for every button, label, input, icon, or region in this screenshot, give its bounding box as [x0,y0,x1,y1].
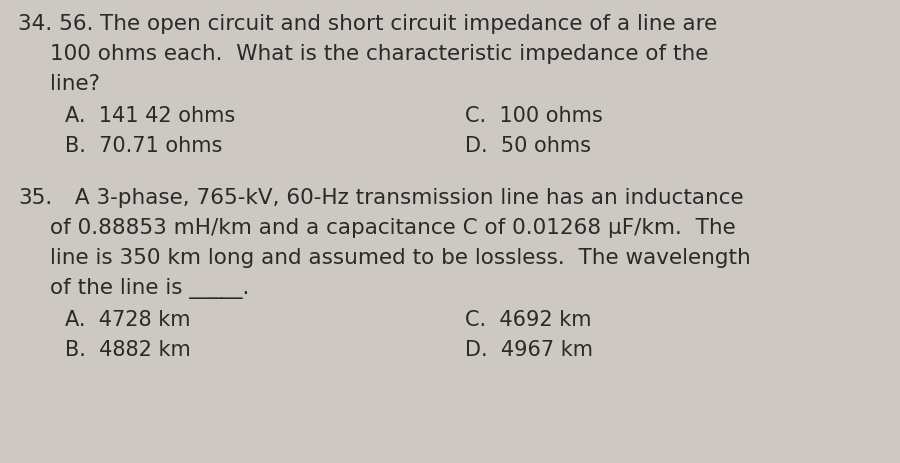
Text: A.  4728 km: A. 4728 km [65,309,191,329]
Text: line?: line? [50,74,100,94]
Text: 100 ohms each.  What is the characteristic impedance of the: 100 ohms each. What is the characteristi… [50,44,708,64]
Text: of the line is _____.: of the line is _____. [50,277,249,298]
Text: A 3-phase, 765-kV, 60-Hz transmission line has an inductance: A 3-phase, 765-kV, 60-Hz transmission li… [68,188,743,207]
Text: C.  100 ohms: C. 100 ohms [465,106,603,126]
Text: 35.: 35. [18,188,52,207]
Text: 34. 56.: 34. 56. [18,14,94,34]
Text: line is 350 km long and assumed to be lossless.  The wavelength: line is 350 km long and assumed to be lo… [50,247,751,268]
Text: D.  4967 km: D. 4967 km [465,339,593,359]
Text: of 0.88853 mH/km and a capacitance C of 0.01268 μF/km.  The: of 0.88853 mH/km and a capacitance C of … [50,218,736,238]
Text: B.  70.71 ohms: B. 70.71 ohms [65,136,222,156]
Text: B.  4882 km: B. 4882 km [65,339,191,359]
Text: C.  4692 km: C. 4692 km [465,309,591,329]
Text: D.  50 ohms: D. 50 ohms [465,136,591,156]
Text: A.  141 42 ohms: A. 141 42 ohms [65,106,235,126]
Text: The open circuit and short circuit impedance of a line are: The open circuit and short circuit imped… [100,14,717,34]
